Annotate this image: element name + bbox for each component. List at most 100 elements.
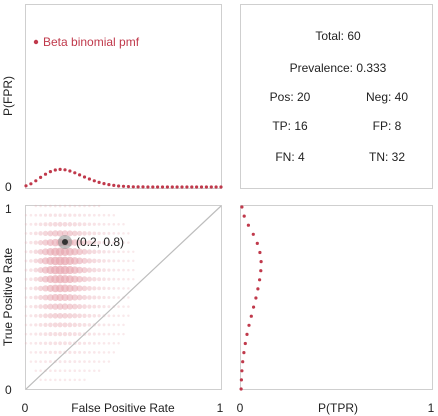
tpr-pmf-point bbox=[258, 278, 262, 282]
density-cell bbox=[117, 296, 120, 299]
density-cell bbox=[49, 378, 52, 382]
density-cell bbox=[92, 213, 96, 217]
density-cell bbox=[87, 332, 92, 336]
density-cell bbox=[107, 250, 111, 254]
density-cell bbox=[63, 204, 67, 208]
tpr-pmf-point bbox=[249, 314, 253, 318]
density-cell bbox=[71, 257, 79, 265]
density-cell bbox=[61, 293, 69, 302]
density-cell bbox=[58, 360, 62, 364]
density-cell bbox=[47, 303, 54, 310]
fpr-pmf-point bbox=[170, 185, 174, 189]
density-cell bbox=[81, 248, 88, 255]
density-cell bbox=[102, 305, 106, 309]
tpr-pmf-frame bbox=[240, 205, 433, 390]
density-cell bbox=[42, 294, 49, 301]
density-cell bbox=[92, 286, 97, 291]
density-cell bbox=[34, 360, 38, 363]
roc-diagonal bbox=[25, 205, 222, 390]
fpr-pmf-point bbox=[68, 169, 72, 173]
density-cell bbox=[76, 285, 83, 292]
density-cell bbox=[53, 204, 57, 208]
density-cell bbox=[42, 303, 49, 310]
density-cell bbox=[39, 204, 42, 208]
density-cell bbox=[34, 351, 38, 354]
density-cell bbox=[57, 312, 63, 319]
density-cell bbox=[24, 287, 28, 290]
density-cell bbox=[34, 332, 38, 336]
density-cell bbox=[86, 258, 93, 264]
density-cell bbox=[73, 204, 77, 208]
density-cell bbox=[107, 351, 111, 354]
density-cell bbox=[117, 323, 120, 327]
density-cell bbox=[38, 313, 43, 318]
density-cell bbox=[122, 250, 125, 254]
density-cell bbox=[132, 268, 135, 272]
density-cell bbox=[102, 240, 106, 245]
density-cell bbox=[24, 342, 28, 345]
density-cell bbox=[34, 222, 38, 226]
fpr-pmf-frame bbox=[25, 4, 222, 189]
density-cell bbox=[73, 213, 77, 217]
density-cell bbox=[29, 277, 33, 281]
density-cell bbox=[58, 204, 62, 208]
density-cell bbox=[117, 332, 120, 336]
density-cell bbox=[87, 240, 92, 245]
fpr-pmf-legend: Beta binomial pmf bbox=[33, 35, 140, 49]
density-cell bbox=[73, 360, 77, 364]
density-cell bbox=[112, 268, 116, 272]
density-cell bbox=[122, 232, 125, 235]
fpr-pmf-point bbox=[151, 185, 155, 189]
fpr-pmf-points bbox=[24, 167, 223, 189]
density-cell bbox=[97, 323, 101, 327]
density-cell bbox=[87, 304, 92, 309]
density-cell bbox=[102, 360, 106, 363]
density-cell bbox=[97, 277, 102, 282]
roc-density-cloud bbox=[24, 204, 135, 382]
density-cell bbox=[76, 294, 83, 301]
fpr-pmf-point bbox=[209, 185, 213, 189]
density-cell bbox=[33, 267, 39, 273]
density-cell bbox=[97, 332, 101, 336]
density-cell bbox=[29, 314, 33, 318]
density-cell bbox=[73, 369, 77, 373]
density-cell bbox=[112, 332, 116, 336]
density-cell bbox=[117, 259, 120, 263]
density-cell bbox=[38, 304, 43, 309]
fpr-pmf-point bbox=[24, 184, 28, 188]
density-cell bbox=[117, 305, 120, 308]
density-cell bbox=[77, 222, 82, 227]
tpr-pmf-point bbox=[243, 341, 247, 346]
density-cell bbox=[29, 231, 33, 235]
fpr-pmf-point bbox=[165, 185, 169, 189]
density-cell bbox=[81, 239, 88, 246]
density-cell bbox=[117, 232, 120, 235]
tpr-pmf-point bbox=[251, 232, 255, 236]
tpr-pmf-point bbox=[252, 305, 256, 309]
density-cell bbox=[122, 268, 125, 272]
density-cell bbox=[93, 369, 96, 372]
density-cell bbox=[102, 286, 106, 291]
density-cell bbox=[53, 213, 57, 217]
density-cell bbox=[49, 369, 52, 373]
density-cell bbox=[52, 303, 59, 310]
density-cell bbox=[66, 294, 74, 301]
density-cell bbox=[132, 259, 135, 263]
tpr-pmf-point bbox=[258, 250, 262, 255]
density-cell bbox=[127, 268, 130, 272]
density-cell bbox=[33, 249, 39, 255]
density-cell bbox=[77, 313, 82, 319]
tpr-pmf-xlabel: P(TPR) bbox=[318, 401, 358, 415]
density-cell bbox=[127, 314, 130, 318]
density-cell bbox=[112, 342, 116, 345]
fpr-pmf-point bbox=[126, 185, 130, 189]
density-cell bbox=[48, 341, 53, 346]
density-cell bbox=[122, 259, 125, 263]
density-cell bbox=[97, 304, 101, 309]
density-cell bbox=[77, 341, 82, 345]
density-cell bbox=[93, 204, 96, 208]
density-cell bbox=[82, 322, 87, 327]
density-cell bbox=[112, 213, 116, 217]
density-cell bbox=[97, 249, 102, 254]
density-cell bbox=[72, 222, 77, 227]
